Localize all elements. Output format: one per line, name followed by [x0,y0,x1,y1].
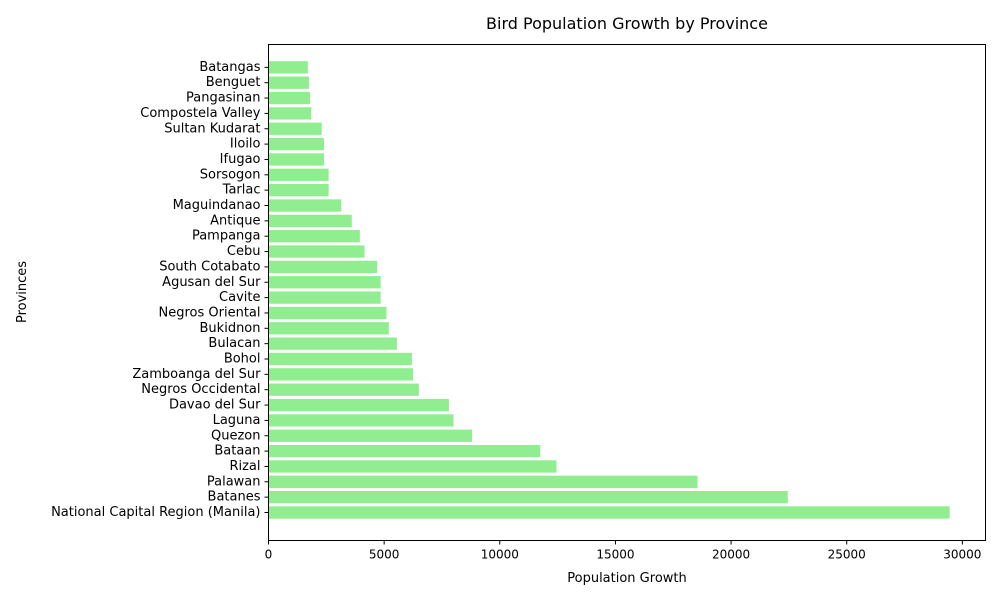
bar [268,352,412,366]
y-tick-label: Bohol [224,352,261,367]
bar [268,444,541,458]
y-tick-label: Pampanga [192,229,261,244]
y-tick-label: Rizal [229,459,260,474]
y-tick-label: Benguet [206,75,261,90]
x-tick-label: 25000 [828,548,866,562]
x-axis-label: Population Growth [567,571,687,586]
bar [268,276,381,289]
bars-layer [268,61,950,519]
y-tick-label: Compostela Valley [140,106,261,121]
bar [268,429,473,442]
bar [268,414,454,427]
y-tick-label: Davao del Sur [169,398,261,413]
y-tick-label: Bulacan [208,336,260,351]
bar [268,168,329,181]
y-tick-label: Palawan [207,474,261,489]
bar [268,137,325,151]
y-tick-label: Bataan [214,444,260,459]
bar [268,337,397,350]
bar [268,475,698,488]
y-tick-label: Negros Oriental [159,305,261,320]
x-tick-label: 10000 [481,548,519,562]
y-tick-label: Cebu [227,244,261,259]
bar [268,122,322,135]
x-tick-label: 5000 [369,548,400,562]
bar [268,153,325,166]
y-tick-label: Antique [210,213,260,228]
y-tick-label: South Cotabato [159,259,260,274]
x-tick-label: 20000 [712,548,750,562]
x-tick-layer: 0 5000 10000 15000 20000 25000 30000 [265,540,981,562]
bar [268,245,365,258]
x-tick-label: 15000 [596,548,634,562]
y-tick-label: Batangas [199,60,260,75]
y-tick-label: Sultan Kudarat [164,121,260,136]
y-tick-label: Pangasinan [186,91,261,106]
y-tick-label: Agusan del Sur [162,275,261,290]
x-tick-label: 0 [265,548,273,562]
y-axis-label: Provinces [15,261,30,323]
y-tick-label: Sorsogon [200,167,261,182]
bar [268,91,311,105]
y-tick-label: Ifugao [220,152,261,167]
y-tick-layer: National Capital Region (Manila)BatanesP… [51,60,269,520]
y-tick-label: Cavite [219,290,260,305]
bar [268,76,309,89]
bar [268,368,414,381]
y-tick-label: National Capital Region (Manila) [51,505,260,520]
bar [268,214,352,227]
bar [268,306,387,320]
bar [268,506,950,519]
bar [268,61,308,74]
y-tick-label: Tarlac [222,183,261,198]
bar [268,260,378,274]
bar [268,199,342,212]
plot-area-frame [268,44,986,541]
bar [268,291,381,304]
bar [268,184,329,197]
bar [268,230,360,243]
y-tick-label: Maguindanao [173,198,261,213]
bar [268,322,389,335]
y-tick-label: Batanes [208,490,261,505]
y-tick-label: Iloilo [230,137,261,152]
y-tick-label: Quezon [211,428,261,443]
y-tick-label: Zamboanga del Sur [132,367,261,382]
y-tick-label: Laguna [213,413,261,428]
bar [268,460,557,473]
chart-title: Bird Population Growth by Province [486,14,768,33]
y-tick-label: Bukidnon [200,321,261,336]
bar [268,107,312,120]
y-tick-label: Negros Occidental [141,382,260,397]
bar [268,491,788,504]
bar [268,398,449,412]
bar [268,383,419,396]
x-tick-label: 30000 [943,548,981,562]
